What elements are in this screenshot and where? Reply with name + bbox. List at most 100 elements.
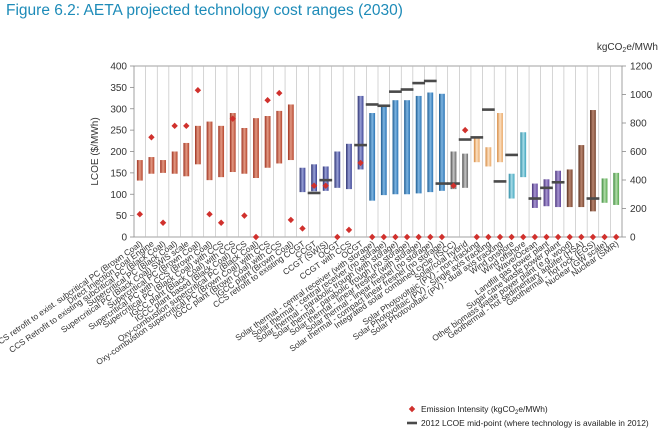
y-left-axis-label: LCOE ($/MWh) (90, 117, 101, 185)
lcoe-range-bar (369, 113, 376, 201)
lcoe-range-bar (346, 143, 352, 190)
y-right-tick-label: 0 (630, 233, 636, 244)
y-right-tick-label: 1000 (630, 90, 653, 101)
y-left-tick-label: 0 (121, 233, 127, 244)
lcoe-range-bar (206, 121, 213, 181)
emission-intensity-point (299, 225, 306, 232)
lcoe-range-bar (287, 104, 294, 161)
emission-intensity-point (531, 233, 539, 241)
emission-intensity-point (334, 233, 341, 241)
lcoe-range-bar (439, 93, 445, 191)
lcoe-range-bar (427, 92, 434, 193)
lcoe-range-bar (543, 179, 550, 207)
emission-intensity-point (578, 233, 585, 241)
y-right-tick-label: 600 (630, 147, 647, 158)
lcoe-range-bar (531, 183, 538, 208)
lcoe-range-bar (450, 151, 457, 190)
lcoe-range-bar (392, 100, 399, 195)
lcoe-range-bar (613, 172, 620, 205)
lcoe-range-bar (566, 169, 573, 208)
lcoe-range-bar (171, 151, 178, 174)
lcoe-range-bar (485, 147, 492, 167)
legend-emission-label: Emission Intensity (kgCO2e/MWh) (421, 404, 548, 416)
emission-intensity-point (601, 233, 608, 241)
emission-intensity-point (415, 233, 422, 241)
emission-intensity-point (427, 233, 434, 241)
emission-intensity-point (148, 134, 155, 141)
lcoe-range-bar (276, 110, 283, 164)
lcoe-range-bar (415, 95, 422, 194)
emission-intensity-point (206, 211, 213, 218)
emission-intensity-point (136, 211, 144, 218)
legend-emission-marker (408, 405, 416, 413)
emission-intensity-point (473, 233, 480, 241)
emission-intensity-point (357, 159, 364, 167)
emission-intensity-point (264, 97, 271, 104)
lcoe-range-bar (380, 106, 387, 196)
legend-midpoint-label: 2012 LCOE mid-point (where technology is… (421, 418, 649, 428)
y-left-tick-label: 100 (110, 190, 127, 201)
lcoe-range-bar (508, 173, 515, 199)
y-left-tick-label: 200 (110, 147, 127, 158)
lcoe-range-bar (160, 160, 166, 173)
emission-intensity-point (380, 233, 388, 241)
emission-intensity-point (345, 226, 353, 234)
emission-intensity-point (287, 216, 295, 224)
emission-intensity-point (252, 233, 260, 241)
emission-intensity-point (496, 233, 504, 241)
emission-intensity-point (171, 122, 178, 130)
emission-intensity-point (159, 219, 167, 226)
lcoe-range-bar (241, 127, 248, 174)
y-left-tick-label: 250 (110, 126, 127, 137)
emission-intensity-point (310, 182, 318, 189)
lcoe-range-bar (520, 132, 527, 178)
y-right-tick-label: 800 (630, 119, 647, 130)
emission-intensity-point (450, 182, 457, 189)
lcoe-range-bar (404, 100, 410, 195)
lcoe-range-bar (590, 110, 596, 212)
chart-title: Figure 6.2: AETA projected technology co… (6, 2, 403, 19)
lcoe-range-bar (311, 164, 317, 192)
emission-intensity-point (183, 122, 190, 130)
y-left-tick-label: 50 (116, 211, 128, 222)
emission-intensity-point (566, 233, 573, 241)
emission-intensity-point (194, 87, 202, 94)
emission-intensity-point (241, 212, 248, 219)
y-left-tick-label: 150 (110, 168, 127, 179)
lcoe-range-bar (473, 136, 480, 163)
emission-intensity-point (438, 233, 446, 241)
emission-intensity-point (392, 233, 399, 241)
lcoe-range-bar (183, 142, 190, 177)
emission-intensity-point (403, 233, 411, 241)
emission-intensity-point (554, 233, 562, 241)
lcoe-range-bar (555, 170, 561, 208)
emission-intensity-point (322, 182, 329, 189)
lcoe-range-bar (357, 95, 364, 170)
lcoe-range-bar (136, 160, 143, 181)
lcoe-range-bar (334, 151, 341, 188)
lcoe-range-bar (462, 153, 469, 188)
emission-intensity-point (520, 233, 527, 241)
lcoe-range-bar (497, 113, 503, 163)
emission-intensity-point (543, 233, 550, 241)
lcoe-range-bar (218, 125, 225, 178)
emission-intensity-point (589, 233, 597, 241)
lcoe-range-bar (264, 116, 271, 168)
y-right-axis-label: kgCO2e/MWh (597, 42, 658, 54)
lcoe-range-bar (322, 166, 329, 191)
emission-intensity-point (368, 233, 376, 241)
emission-intensity-point (485, 233, 492, 241)
emission-intensity-point (276, 89, 283, 97)
lcoe-range-bar (229, 113, 236, 173)
y-right-tick-label: 400 (630, 176, 647, 187)
emission-intensity-point (461, 126, 469, 134)
lcoe-range-bar (578, 145, 585, 208)
emission-intensity-point (229, 115, 236, 122)
y-left-tick-label: 300 (110, 104, 127, 115)
emission-intensity-point (508, 233, 515, 241)
lcoe-range-bar (195, 125, 201, 165)
y-left-tick-label: 400 (110, 62, 127, 73)
y-right-tick-label: 200 (630, 204, 647, 215)
emission-intensity-point (612, 233, 620, 241)
